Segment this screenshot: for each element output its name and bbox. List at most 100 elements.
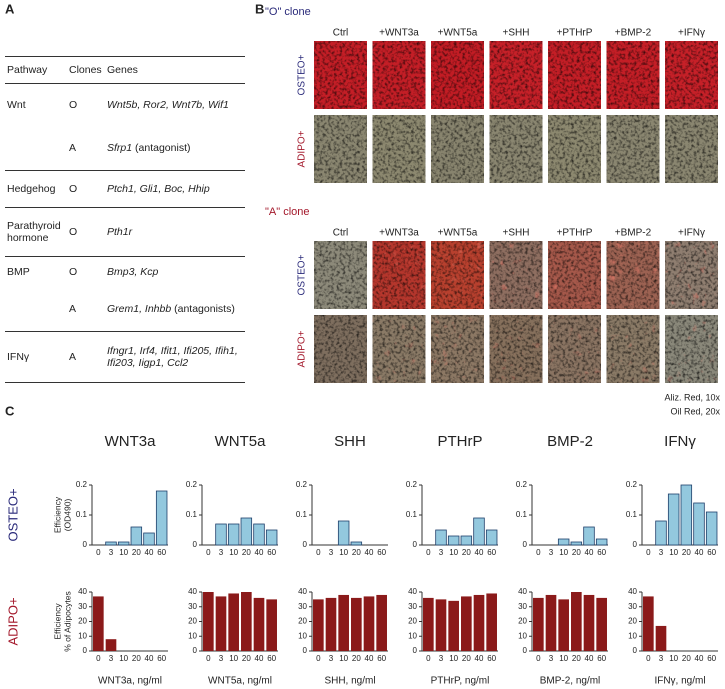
treatment-label: +PTHrP bbox=[557, 28, 593, 39]
genes: Sfrp1 bbox=[107, 142, 133, 154]
bar bbox=[266, 599, 277, 651]
bar bbox=[155, 490, 168, 546]
bar bbox=[486, 593, 497, 651]
panel-label: B bbox=[255, 1, 264, 16]
y-axis-label: % of Adipocytes bbox=[62, 591, 72, 651]
y-tick-label: 0.1 bbox=[76, 510, 88, 519]
bar bbox=[228, 593, 239, 651]
table-header: Pathway Clones Genes bbox=[5, 57, 245, 84]
bar bbox=[693, 502, 705, 546]
y-tick-label: 20 bbox=[298, 617, 307, 626]
micrograph-spots bbox=[548, 241, 601, 309]
bar bbox=[215, 596, 227, 651]
y-tick-label: 0.2 bbox=[76, 480, 88, 489]
y-tick-label: 20 bbox=[628, 617, 637, 626]
x-tick-label: 0 bbox=[426, 654, 431, 663]
x-tick-label: 0 bbox=[536, 654, 541, 663]
y-tick-label: 0 bbox=[413, 540, 418, 549]
treatment-label: +WNT3a bbox=[379, 28, 419, 39]
micrograph-texture bbox=[665, 115, 718, 183]
x-tick-label: 3 bbox=[549, 548, 554, 557]
bar bbox=[595, 538, 608, 546]
pathway: Wnt bbox=[7, 99, 26, 111]
pathway: BMP bbox=[7, 266, 30, 278]
micrograph-texture bbox=[606, 115, 660, 183]
y-tick-label: 0.2 bbox=[186, 480, 198, 489]
table-row: Hedgehog O Ptch1, Gli1, Boc, Hhip bbox=[5, 171, 245, 208]
treatment-label: +BMP-2 bbox=[615, 228, 652, 239]
genes-cell: Sfrp1 (antagonist) bbox=[105, 140, 245, 156]
bar bbox=[253, 597, 265, 651]
x-tick-label: 0 bbox=[536, 548, 541, 557]
bar bbox=[105, 541, 117, 546]
x-tick-label: 10 bbox=[559, 654, 568, 663]
bar bbox=[363, 596, 375, 651]
x-tick-label: 20 bbox=[132, 548, 141, 557]
y-tick-label: 40 bbox=[518, 587, 527, 596]
bar bbox=[473, 517, 485, 546]
x-tick-label: 10 bbox=[339, 548, 348, 557]
treatment-label: +IFNγ bbox=[678, 28, 705, 39]
y-tick-label: 0 bbox=[633, 646, 638, 655]
empty-cell bbox=[5, 146, 67, 150]
x-tick-label: 60 bbox=[707, 548, 716, 557]
table-row: A Sfrp1 (antagonist) bbox=[5, 126, 245, 171]
y-tick-label: 40 bbox=[298, 587, 307, 596]
bar bbox=[241, 592, 252, 651]
y-tick-label: 0 bbox=[83, 540, 88, 549]
treatment-label: +WNT5a bbox=[438, 28, 478, 39]
x-tick-label: 10 bbox=[669, 654, 678, 663]
x-tick-label: 60 bbox=[157, 654, 166, 663]
header-cell: Pathway bbox=[7, 64, 48, 76]
note: (antagonists) bbox=[174, 303, 235, 315]
y-tick-label: 0.1 bbox=[626, 510, 638, 519]
bar bbox=[351, 597, 362, 651]
x-axis-label: IFNγ, ng/ml bbox=[654, 676, 705, 687]
bar bbox=[105, 639, 117, 651]
micrograph-spots bbox=[372, 315, 426, 383]
bar bbox=[423, 597, 434, 651]
genes-cell: Ifngr1, Irf4, Ifit1, Ifi205, Ifih1, Ifi2… bbox=[105, 343, 245, 371]
y-tick-label: 30 bbox=[628, 602, 637, 611]
chart-title: WNT5a bbox=[215, 433, 266, 450]
y-axis-label: Efficiency bbox=[52, 496, 62, 533]
y-tick-label: 40 bbox=[188, 587, 197, 596]
row-label: OSTEO+ bbox=[5, 488, 20, 541]
table-row: Parathyroid hormone O Pth1r bbox=[5, 208, 245, 257]
treatment-label: +BMP-2 bbox=[615, 28, 652, 39]
y-tick-label: 20 bbox=[408, 617, 417, 626]
clone-title: "A" clone bbox=[265, 206, 310, 218]
x-tick-label: 20 bbox=[682, 548, 691, 557]
x-tick-label: 20 bbox=[572, 548, 581, 557]
y-tick-label: 20 bbox=[518, 617, 527, 626]
micrograph-texture bbox=[314, 315, 367, 383]
y-tick-label: 40 bbox=[408, 587, 417, 596]
y-tick-label: 0 bbox=[523, 646, 528, 655]
x-tick-label: 40 bbox=[585, 548, 594, 557]
x-tick-label: 0 bbox=[206, 548, 211, 557]
x-tick-label: 20 bbox=[462, 654, 471, 663]
bar bbox=[570, 541, 583, 546]
chart-title: IFNγ bbox=[664, 433, 696, 450]
bar bbox=[583, 526, 595, 546]
bar bbox=[655, 520, 667, 546]
micrograph-texture bbox=[314, 241, 367, 309]
clone: O bbox=[69, 226, 78, 238]
genes-cell: Bmp3, Kcp bbox=[105, 264, 245, 280]
x-axis-label: PTHrP, ng/ml bbox=[431, 676, 490, 687]
bar bbox=[558, 599, 569, 651]
x-tick-label: 10 bbox=[119, 548, 128, 557]
y-tick-label: 30 bbox=[78, 602, 87, 611]
bar bbox=[376, 594, 387, 651]
genes: Wnt5b, Ror2, Wnt7b, Wif1 bbox=[107, 99, 229, 111]
pathway: IFNγ bbox=[7, 351, 30, 363]
x-tick-label: 20 bbox=[352, 548, 361, 557]
x-tick-label: 3 bbox=[549, 654, 554, 663]
x-tick-label: 3 bbox=[329, 548, 334, 557]
treatment-label: +PTHrP bbox=[557, 228, 593, 239]
bar bbox=[705, 511, 718, 546]
micrograph-spots bbox=[548, 315, 601, 383]
bar bbox=[667, 493, 680, 546]
micrograph-spots bbox=[665, 241, 718, 309]
x-tick-label: 60 bbox=[377, 548, 386, 557]
